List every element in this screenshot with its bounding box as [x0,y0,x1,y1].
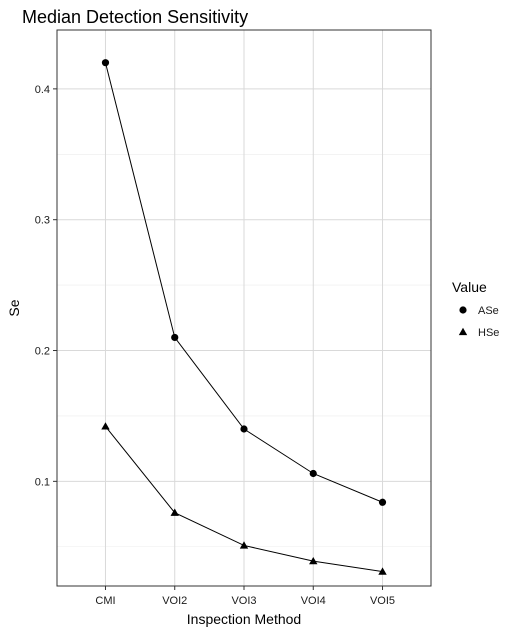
data-point-ase [101,59,110,67]
data-point-hse [309,556,318,565]
series-hse [101,422,387,575]
data-point-hse [239,541,249,549]
data-point-ase [378,498,387,506]
x-tick-label: VOI3 [231,595,256,607]
y-tick-label: 0.1 [35,476,50,488]
legend-label: ASe [478,305,499,317]
legend-key-triangle-icon [458,327,468,336]
x-tick-label: VOI5 [370,595,395,607]
legend-items: ASe HSe [458,305,499,339]
legend-label: HSe [478,327,499,339]
data-point-hse [378,567,387,575]
grid [57,30,431,586]
x-tick-label: CMI [95,595,115,607]
y-tick-label: 0.4 [35,84,50,96]
x-axis-ticks: CMI VOI2 VOI3 VOI4 VOI5 [95,586,395,607]
data-point-hse [101,422,110,430]
data-point-ase [309,469,317,478]
x-tick-label: VOI4 [301,595,326,607]
data-point-ase [171,333,179,342]
legend-title: Value [452,279,487,295]
data-point-hse [170,508,179,516]
y-axis-ticks: 0.1 0.2 0.3 0.4 [35,84,57,488]
series-ase [101,59,387,506]
series-layer [101,59,387,575]
legend-key-circle-icon [459,306,467,314]
y-tick-label: 0.3 [35,215,50,227]
data-point-ase [240,425,248,433]
chart-title: Median Detection Sensitivity [22,7,248,27]
x-axis-title: Inspection Method [187,611,301,627]
legend-item-hse: HSe [458,327,499,339]
x-tick-label: VOI2 [162,595,187,607]
y-axis-title: Se [6,299,22,316]
legend-item-ase: ASe [459,305,499,317]
legend: Value ASe HSe [452,279,499,339]
y-tick-label: 0.2 [35,346,50,358]
